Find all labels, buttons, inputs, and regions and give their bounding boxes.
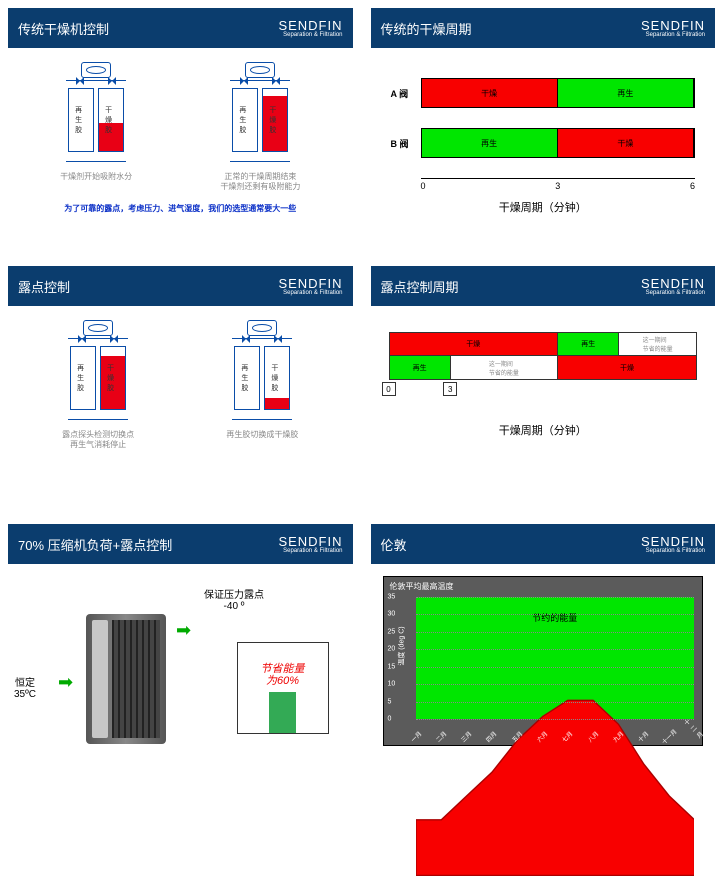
- panel-body: 干燥 再生 这一期间 节省的能量 再生 这一期间 节省的能量 干燥 0 3 干燥…: [371, 306, 716, 506]
- column-regen: 再生胶: [68, 88, 94, 152]
- y-axis-label: 温度 (deg C): [396, 626, 406, 665]
- valve-icon: [76, 77, 84, 85]
- panel-title: 伦敦: [381, 535, 407, 554]
- cycle-row: 干燥 再生 这一期间 节省的能量: [389, 332, 698, 356]
- temperature-chart: 伦敦平均最高温度 温度 (deg C) 节约的能量 0 5 10 15 20 25 30 35…: [383, 576, 704, 746]
- timeline-row-b: B 阀 再生干燥: [391, 128, 696, 158]
- panel-traditional-cycle: 传统的干燥周期 SENDFINSeparation & Filtration A…: [371, 8, 716, 248]
- panel-compressor-load: 70% 压缩机负荷+露点控制 SENDFINSeparation & Filtr…: [8, 524, 353, 764]
- panel-dewpoint-cycle: 露点控制周期 SENDFINSeparation & Filtration 干燥…: [371, 266, 716, 506]
- plot-area: 节约的能量: [416, 597, 695, 719]
- y-tick: 10: [388, 681, 396, 688]
- valve-icon: [78, 335, 86, 343]
- x-axis: 036: [421, 178, 696, 191]
- caption: 再生胶切换成干燥胶: [226, 430, 298, 440]
- panel-grid: 传统干燥机控制 SENDFINSeparation & Filtration 再…: [8, 8, 715, 760]
- footnote: 为了可靠的露点，考虑压力、进气湿度，我们的选型通常要大一些: [16, 203, 345, 214]
- brand: SENDFINSeparation & Filtration: [278, 535, 342, 554]
- y-tick: 25: [388, 628, 396, 635]
- panel-london: 伦敦 SENDFINSeparation & Filtration 伦敦平均最高…: [371, 524, 716, 764]
- panel-body: A 阀 干燥再生 B 阀 再生干燥 036 干燥周期（分钟）: [371, 48, 716, 248]
- y-tick: 5: [388, 698, 392, 705]
- panel-body: 再生胶 干燥胶 露点探头检测切换点 再生气消耗停止 再生胶 干燥胶 再生胶切换成…: [8, 306, 353, 506]
- tank-diagram-left: 再生胶 干燥胶 干燥剂开始吸附水分: [60, 62, 132, 193]
- inlet-label: 恒定 35ºC: [14, 674, 36, 700]
- gauge-icon: [81, 62, 111, 78]
- column-regen: 再生胶: [234, 346, 260, 410]
- brand: SENDFINSeparation & Filtration: [278, 277, 342, 296]
- y-tick: 30: [388, 611, 396, 618]
- cycle-chart: 干燥 再生 这一期间 节省的能量 再生 这一期间 节省的能量 干燥 0 3: [389, 332, 698, 400]
- outlet-label: 保证压力露点 -40 º: [204, 586, 264, 612]
- panel-body: 恒定 35ºC ➡ ➡ 保证压力露点 -40 º 节省能量 为60%: [8, 564, 353, 764]
- brand: SENDFINSeparation & Filtration: [641, 19, 705, 38]
- gauge-icon: [83, 320, 113, 336]
- valve-icon: [272, 77, 280, 85]
- panel-title: 露点控制: [18, 277, 70, 296]
- timeline-row-a: A 阀 干燥再生: [391, 78, 696, 108]
- panel-body: 伦敦平均最高温度 温度 (deg C) 节约的能量 0 5 10 15 20 25 30 35…: [371, 564, 716, 764]
- gauge-icon: [245, 62, 275, 78]
- valve-icon: [240, 77, 248, 85]
- panel-header: 70% 压缩机负荷+露点控制 SENDFINSeparation & Filtr…: [8, 524, 353, 564]
- panel-header: 露点控制周期 SENDFINSeparation & Filtration: [371, 266, 716, 306]
- caption: 干燥剂开始吸附水分: [60, 172, 132, 182]
- arrow-icon: ➡: [176, 620, 191, 641]
- chart-title: 伦敦平均最高温度: [384, 577, 703, 596]
- arrow-icon: ➡: [58, 672, 73, 693]
- caption: 正常的干燥周期结束 干燥剂还剩有吸附能力: [220, 172, 300, 193]
- panel-header: 露点控制 SENDFINSeparation & Filtration: [8, 266, 353, 306]
- panel-body: 再生胶 干燥胶 干燥剂开始吸附水分 再生胶 干燥胶 正常的干燥周期结束 干燥剂还…: [8, 48, 353, 248]
- dryer-unit-icon: [86, 614, 166, 744]
- column-regen: 再生胶: [232, 88, 258, 152]
- panel-title: 传统干燥机控制: [18, 19, 109, 38]
- x-ticks: 0 3: [389, 382, 698, 400]
- column-regen: 再生胶: [70, 346, 96, 410]
- valve-icon: [108, 77, 116, 85]
- area-path: [416, 597, 695, 876]
- valve-icon: [274, 335, 282, 343]
- brand: SENDFINSeparation & Filtration: [641, 535, 705, 554]
- tank-diagram-right: 再生胶 干燥胶 正常的干燥周期结束 干燥剂还剩有吸附能力: [220, 62, 300, 193]
- y-tick: 35: [388, 594, 396, 601]
- saving-label: 节省能量 为60%: [238, 663, 328, 687]
- column-dry: 干燥胶: [262, 88, 288, 152]
- panel-header: 传统的干燥周期 SENDFINSeparation & Filtration: [371, 8, 716, 48]
- column-dry: 干燥胶: [100, 346, 126, 410]
- tower-graphic: 节省能量 为60%: [237, 642, 329, 734]
- y-tick: 20: [388, 646, 396, 653]
- tank-diagram-left: 再生胶 干燥胶 露点探头检测切换点 再生气消耗停止: [62, 320, 134, 451]
- panel-dewpoint-control: 露点控制 SENDFINSeparation & Filtration 再生胶 …: [8, 266, 353, 506]
- cycle-row: 再生 这一期间 节省的能量 干燥: [389, 356, 698, 380]
- panel-header: 伦敦 SENDFINSeparation & Filtration: [371, 524, 716, 564]
- y-tick: 0: [388, 716, 392, 723]
- brand: SENDFINSeparation & Filtration: [278, 19, 342, 38]
- valve-icon: [242, 335, 250, 343]
- x-axis-label: 干燥周期（分钟）: [391, 199, 696, 215]
- panel-title: 露点控制周期: [381, 277, 459, 296]
- caption: 露点探头检测切换点 再生气消耗停止: [62, 430, 134, 451]
- tank-diagram-right: 再生胶 干燥胶 再生胶切换成干燥胶: [226, 320, 298, 451]
- panel-title: 传统的干燥周期: [381, 19, 472, 38]
- x-axis-label: 干燥周期（分钟）: [389, 422, 698, 438]
- brand: SENDFINSeparation & Filtration: [641, 277, 705, 296]
- gauge-icon: [247, 320, 277, 336]
- panel-title: 70% 压缩机负荷+露点控制: [18, 535, 172, 554]
- y-tick: 15: [388, 663, 396, 670]
- column-dry: 干燥胶: [98, 88, 124, 152]
- column-dry: 干燥胶: [264, 346, 290, 410]
- panel-traditional-control: 传统干燥机控制 SENDFINSeparation & Filtration 再…: [8, 8, 353, 248]
- valve-icon: [110, 335, 118, 343]
- panel-header: 传统干燥机控制 SENDFINSeparation & Filtration: [8, 8, 353, 48]
